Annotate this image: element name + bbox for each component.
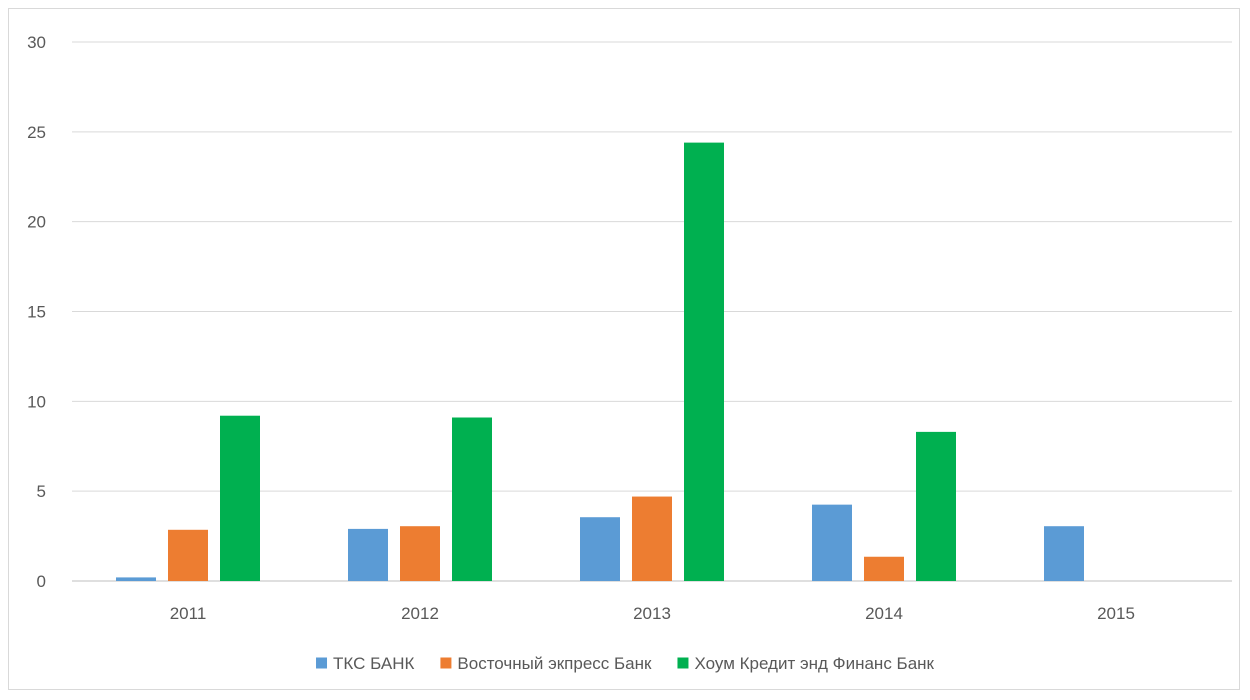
bar-2014-series-3 (916, 432, 956, 581)
legend-swatch (677, 658, 688, 669)
bar-2014-series-2 (864, 557, 904, 581)
legend: ТКС БАНК Восточный экпресс Банк Хоум Креди… (316, 654, 935, 673)
y-tick-label: 25 (27, 123, 46, 142)
legend-item: Восточный экпресс Банк (440, 654, 652, 673)
x-tick-label: 2014 (865, 604, 903, 623)
legend-label: Хоум Кредит энд Финанс Банк (694, 654, 934, 673)
y-tick-label: 15 (27, 303, 46, 322)
y-axis-ticks: 0 5 10 15 20 25 30 (27, 33, 46, 591)
legend-swatch (440, 658, 451, 669)
legend-swatch (316, 658, 327, 669)
bar-2013-series-3 (684, 143, 724, 581)
y-tick-label: 30 (27, 33, 46, 52)
bar-2011-series-1 (116, 577, 156, 581)
bar-2013-series-2 (632, 497, 672, 581)
x-tick-label: 2011 (170, 604, 207, 623)
bar-2011-series-3 (220, 416, 260, 581)
x-tick-label: 2013 (633, 604, 671, 623)
bar-2012-series-1 (348, 529, 388, 581)
x-axis-ticks: 2011 2012 2013 2014 2015 (170, 604, 1135, 623)
x-tick-label: 2015 (1097, 604, 1135, 623)
bar-2011-series-2 (168, 530, 208, 581)
y-tick-label: 10 (27, 392, 46, 411)
bars (116, 143, 1084, 581)
legend-item: Хоум Кредит энд Финанс Банк (677, 654, 934, 673)
y-tick-label: 20 (27, 213, 46, 232)
legend-item: ТКС БАНК (316, 654, 414, 673)
bar-2013-series-1 (580, 517, 620, 581)
legend-label: ТКС БАНК (333, 654, 414, 673)
bar-2014-series-1 (812, 505, 852, 581)
bar-2012-series-3 (452, 418, 492, 581)
y-tick-label: 5 (37, 482, 46, 501)
y-tick-label: 0 (37, 572, 46, 591)
bar-2015-series-1 (1044, 526, 1084, 581)
bar-2012-series-2 (400, 526, 440, 581)
legend-label: Восточный экпресс Банк (457, 654, 652, 673)
x-tick-label: 2012 (401, 604, 439, 623)
